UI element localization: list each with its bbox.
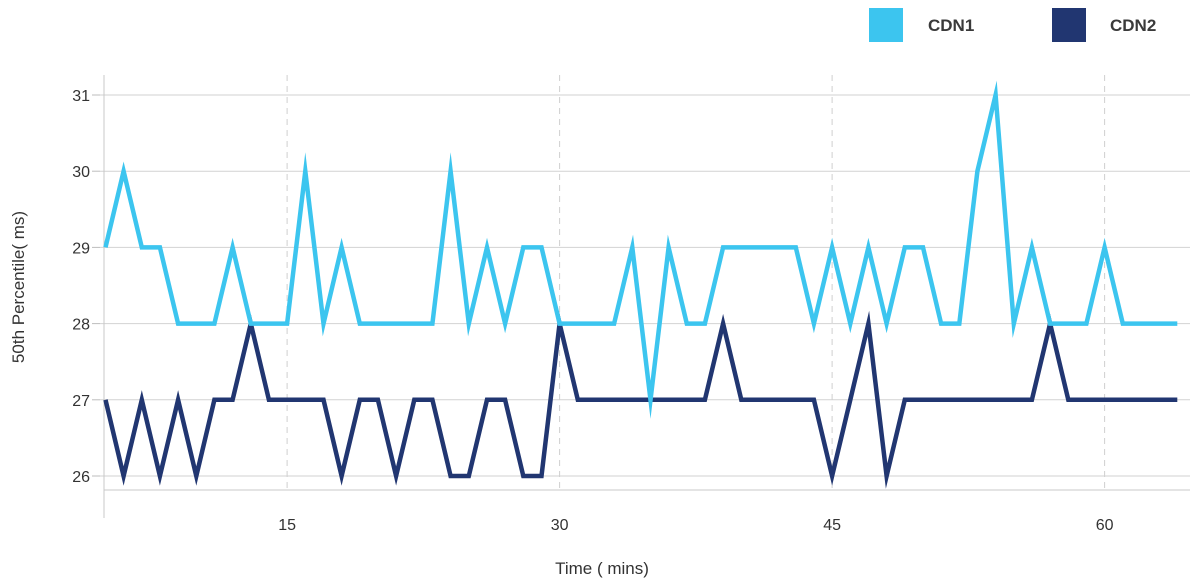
series-line-cdn2 bbox=[103, 310, 1178, 489]
x-tick-label: 15 bbox=[278, 517, 296, 534]
legend-swatch-cdn2 bbox=[1052, 8, 1086, 42]
x-tick-label: 45 bbox=[823, 517, 841, 534]
axes bbox=[92, 75, 1190, 518]
legend-label-cdn1: CDN1 bbox=[928, 16, 975, 35]
y-tick-label: 30 bbox=[72, 164, 90, 181]
y-tick-label: 26 bbox=[72, 469, 90, 486]
grid bbox=[100, 75, 1190, 490]
y-tick-label: 28 bbox=[72, 317, 90, 334]
x-tick-label: 60 bbox=[1096, 517, 1114, 534]
y-tick-label: 27 bbox=[72, 393, 90, 410]
x-axis-title: Time ( mins) bbox=[555, 559, 649, 578]
y-axis-title: 50th Percentile( ms) bbox=[9, 211, 28, 363]
y-tick-label: 31 bbox=[72, 88, 90, 105]
legend-label-cdn2: CDN2 bbox=[1110, 16, 1157, 35]
legend-swatch-cdn1 bbox=[869, 8, 903, 42]
y-tick-label: 29 bbox=[72, 240, 90, 257]
x-tick-label: 30 bbox=[551, 517, 569, 534]
tick-labels: 26 27 28 29 30 31 15 30 45 60 bbox=[72, 88, 1113, 534]
series-line-cdn1 bbox=[103, 80, 1178, 419]
series-lines bbox=[103, 80, 1178, 489]
